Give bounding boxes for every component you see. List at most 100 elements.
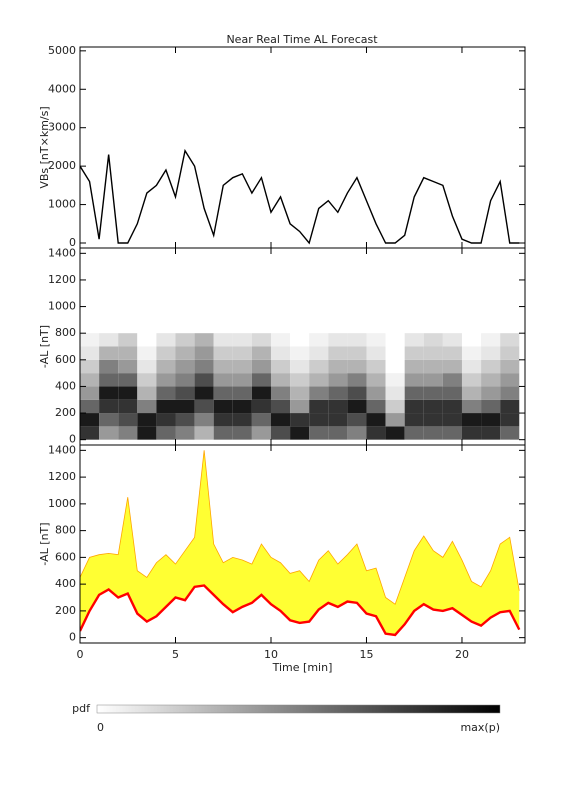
- y-tick-label: 0: [69, 631, 76, 644]
- y-tick-label: 2000: [48, 159, 76, 172]
- heat-cell: [290, 333, 310, 347]
- heat-cell: [80, 399, 100, 414]
- heat-cell: [232, 373, 252, 387]
- heat-cell: [213, 426, 233, 440]
- band-area: [80, 450, 520, 635]
- heat-cell: [213, 386, 233, 400]
- heat-cell: [99, 413, 119, 427]
- heat-cell: [175, 373, 195, 387]
- heat-cell: [366, 333, 386, 347]
- heat-cell: [270, 386, 291, 400]
- heat-cell: [481, 426, 501, 440]
- heat-cell: [118, 386, 138, 400]
- heat-cell: [500, 333, 520, 347]
- heat-cell: [442, 413, 462, 427]
- heat-cell: [80, 333, 100, 347]
- heat-cell: [270, 346, 291, 360]
- x-tick-label: 20: [455, 648, 469, 661]
- heat-cell: [385, 346, 405, 360]
- heat-cell: [270, 413, 291, 427]
- heat-cell: [481, 373, 501, 387]
- heat-cell: [461, 413, 482, 427]
- heat-cell: [500, 399, 520, 414]
- heat-cell: [442, 373, 462, 387]
- heat-cell: [461, 333, 482, 347]
- heat-cell: [442, 426, 462, 440]
- y-tick-label: 3000: [48, 121, 76, 134]
- heat-cell: [213, 359, 233, 374]
- heat-cell: [137, 333, 157, 347]
- heat-cell: [137, 386, 157, 400]
- heat-cell: [118, 346, 138, 360]
- heat-cell: [232, 333, 252, 347]
- heat-cell: [251, 426, 271, 440]
- heat-cell: [461, 359, 482, 374]
- heat-cell: [500, 373, 520, 387]
- plot-area: [80, 450, 521, 637]
- heat-cell: [290, 426, 310, 440]
- heat-cell: [99, 346, 119, 360]
- heat-cell: [500, 359, 520, 374]
- heat-cell: [137, 346, 157, 360]
- heat-cell: [194, 426, 214, 440]
- heat-cell: [99, 333, 119, 347]
- heat-cell: [137, 399, 157, 414]
- heat-cell: [251, 359, 271, 374]
- heat-cell: [404, 413, 424, 427]
- heat-cell: [481, 359, 501, 374]
- panel-frame: [79, 444, 526, 644]
- y-tick-label: 1400: [48, 246, 76, 259]
- heat-cell: [442, 386, 462, 400]
- heat-cell: [232, 386, 252, 400]
- panel-frame: [79, 46, 526, 249]
- heat-cell: [213, 373, 233, 387]
- heat-cell: [118, 413, 138, 427]
- heat-cell: [232, 346, 252, 360]
- heat-cell: [137, 413, 157, 427]
- heat-cell: [347, 399, 367, 414]
- heat-cell: [137, 373, 157, 387]
- y-axis-label: -AL [nT]: [38, 522, 51, 565]
- x-axis-label: Time [min]: [272, 661, 333, 674]
- heat-cell: [232, 359, 252, 374]
- heat-cell: [385, 386, 405, 400]
- heat-cell: [328, 373, 348, 387]
- heat-cell: [137, 359, 157, 374]
- heat-cell: [156, 386, 176, 400]
- heat-cell: [80, 346, 100, 360]
- heat-cell: [366, 413, 386, 427]
- heat-cell: [80, 359, 100, 374]
- heat-cell: [99, 359, 119, 374]
- heat-cell: [156, 333, 176, 347]
- heat-cell: [461, 399, 482, 414]
- colorbar-tick-label: 0: [97, 721, 104, 734]
- heat-cell: [328, 426, 348, 440]
- colorbar-tick-label: max(p): [460, 721, 500, 734]
- x-tick-label: 10: [264, 648, 278, 661]
- heat-cell: [461, 373, 482, 387]
- heat-cell: [385, 333, 405, 347]
- heat-cell: [194, 373, 214, 387]
- heat-cell: [347, 359, 367, 374]
- heat-cell: [194, 413, 214, 427]
- heat-cell: [80, 386, 100, 400]
- heat-cell: [118, 373, 138, 387]
- heat-cell: [156, 373, 176, 387]
- y-tick-label: 0: [69, 236, 76, 249]
- heat-cell: [328, 346, 348, 360]
- heat-cell: [309, 359, 329, 374]
- heat-cell: [481, 333, 501, 347]
- heat-cell: [290, 386, 310, 400]
- heat-cell: [213, 413, 233, 427]
- y-tick-label: 1000: [48, 198, 76, 211]
- heat-cell: [251, 413, 271, 427]
- heat-cell: [194, 399, 214, 414]
- heat-cell: [404, 333, 424, 347]
- heat-cell: [347, 386, 367, 400]
- heat-cell: [481, 346, 501, 360]
- y-tick-label: 600: [55, 550, 76, 563]
- y-tick-label: 800: [55, 524, 76, 537]
- heat-cell: [309, 373, 329, 387]
- heat-cell: [328, 413, 348, 427]
